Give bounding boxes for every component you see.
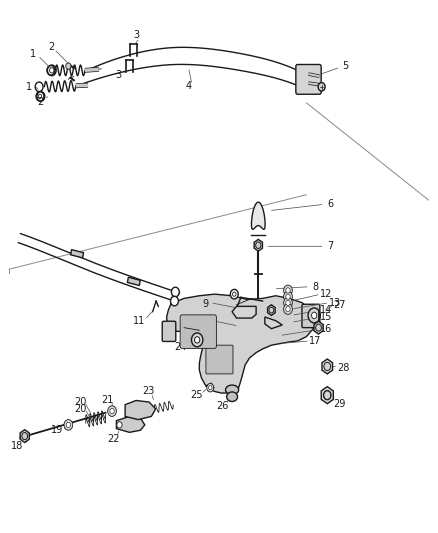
Circle shape xyxy=(66,422,71,427)
Polygon shape xyxy=(71,249,84,258)
Polygon shape xyxy=(127,277,140,286)
Circle shape xyxy=(117,422,122,428)
Circle shape xyxy=(286,288,290,293)
Circle shape xyxy=(171,287,179,297)
FancyBboxPatch shape xyxy=(206,345,233,374)
Polygon shape xyxy=(321,386,333,403)
Text: 11: 11 xyxy=(134,316,146,326)
Circle shape xyxy=(284,297,292,308)
Text: 4: 4 xyxy=(185,81,191,91)
Circle shape xyxy=(286,294,290,300)
Text: 18: 18 xyxy=(11,441,23,451)
Circle shape xyxy=(311,312,317,319)
Ellipse shape xyxy=(226,392,237,401)
Text: 8: 8 xyxy=(312,282,318,292)
Text: 25: 25 xyxy=(190,390,202,400)
Text: 10: 10 xyxy=(196,316,208,326)
Circle shape xyxy=(66,63,71,69)
Text: 23: 23 xyxy=(142,386,155,397)
Circle shape xyxy=(284,285,292,296)
Circle shape xyxy=(286,300,290,305)
Text: 26: 26 xyxy=(216,401,229,411)
Text: 13: 13 xyxy=(328,297,341,308)
Circle shape xyxy=(308,308,320,323)
Circle shape xyxy=(230,289,238,299)
Circle shape xyxy=(35,82,43,92)
Circle shape xyxy=(208,385,212,390)
Polygon shape xyxy=(251,202,265,229)
Text: 21: 21 xyxy=(102,395,114,406)
Circle shape xyxy=(284,304,292,314)
FancyBboxPatch shape xyxy=(162,321,176,342)
Circle shape xyxy=(286,306,290,312)
Text: 17: 17 xyxy=(309,336,321,346)
Polygon shape xyxy=(117,416,145,432)
Polygon shape xyxy=(20,430,29,442)
Text: 28: 28 xyxy=(337,362,350,373)
Circle shape xyxy=(64,419,73,430)
Circle shape xyxy=(207,383,214,392)
Text: 3: 3 xyxy=(133,30,139,41)
Text: 14: 14 xyxy=(320,305,332,315)
Ellipse shape xyxy=(226,385,239,394)
Text: 2: 2 xyxy=(48,42,54,52)
Text: 1: 1 xyxy=(30,49,36,59)
Polygon shape xyxy=(125,400,155,419)
Circle shape xyxy=(284,292,292,302)
Text: 3: 3 xyxy=(116,70,122,80)
Text: 2: 2 xyxy=(37,96,43,107)
FancyBboxPatch shape xyxy=(296,64,321,94)
Text: 24: 24 xyxy=(174,342,187,352)
Text: 20: 20 xyxy=(74,404,87,414)
Polygon shape xyxy=(322,359,332,374)
FancyBboxPatch shape xyxy=(302,304,320,328)
Text: 1: 1 xyxy=(26,82,32,92)
Circle shape xyxy=(108,406,117,416)
FancyBboxPatch shape xyxy=(180,315,216,349)
Text: 7: 7 xyxy=(327,241,333,251)
Text: 12: 12 xyxy=(320,289,332,299)
Text: 22: 22 xyxy=(107,434,120,445)
Polygon shape xyxy=(232,306,256,318)
Circle shape xyxy=(47,66,55,75)
Text: 9: 9 xyxy=(202,298,208,309)
Text: 20: 20 xyxy=(74,397,87,407)
Text: 27: 27 xyxy=(333,300,345,310)
Circle shape xyxy=(318,83,325,91)
Circle shape xyxy=(191,333,203,347)
Polygon shape xyxy=(268,305,275,316)
Circle shape xyxy=(110,408,114,414)
Text: 15: 15 xyxy=(320,312,332,322)
Circle shape xyxy=(37,92,45,101)
Polygon shape xyxy=(265,317,283,329)
Polygon shape xyxy=(314,321,323,334)
Text: 6: 6 xyxy=(327,199,333,209)
Text: 29: 29 xyxy=(333,399,345,409)
Text: 5: 5 xyxy=(343,61,349,70)
Polygon shape xyxy=(166,294,315,393)
Circle shape xyxy=(170,296,178,306)
Circle shape xyxy=(194,337,200,343)
Polygon shape xyxy=(254,239,262,251)
Text: 16: 16 xyxy=(320,324,332,334)
Text: 19: 19 xyxy=(50,425,63,435)
